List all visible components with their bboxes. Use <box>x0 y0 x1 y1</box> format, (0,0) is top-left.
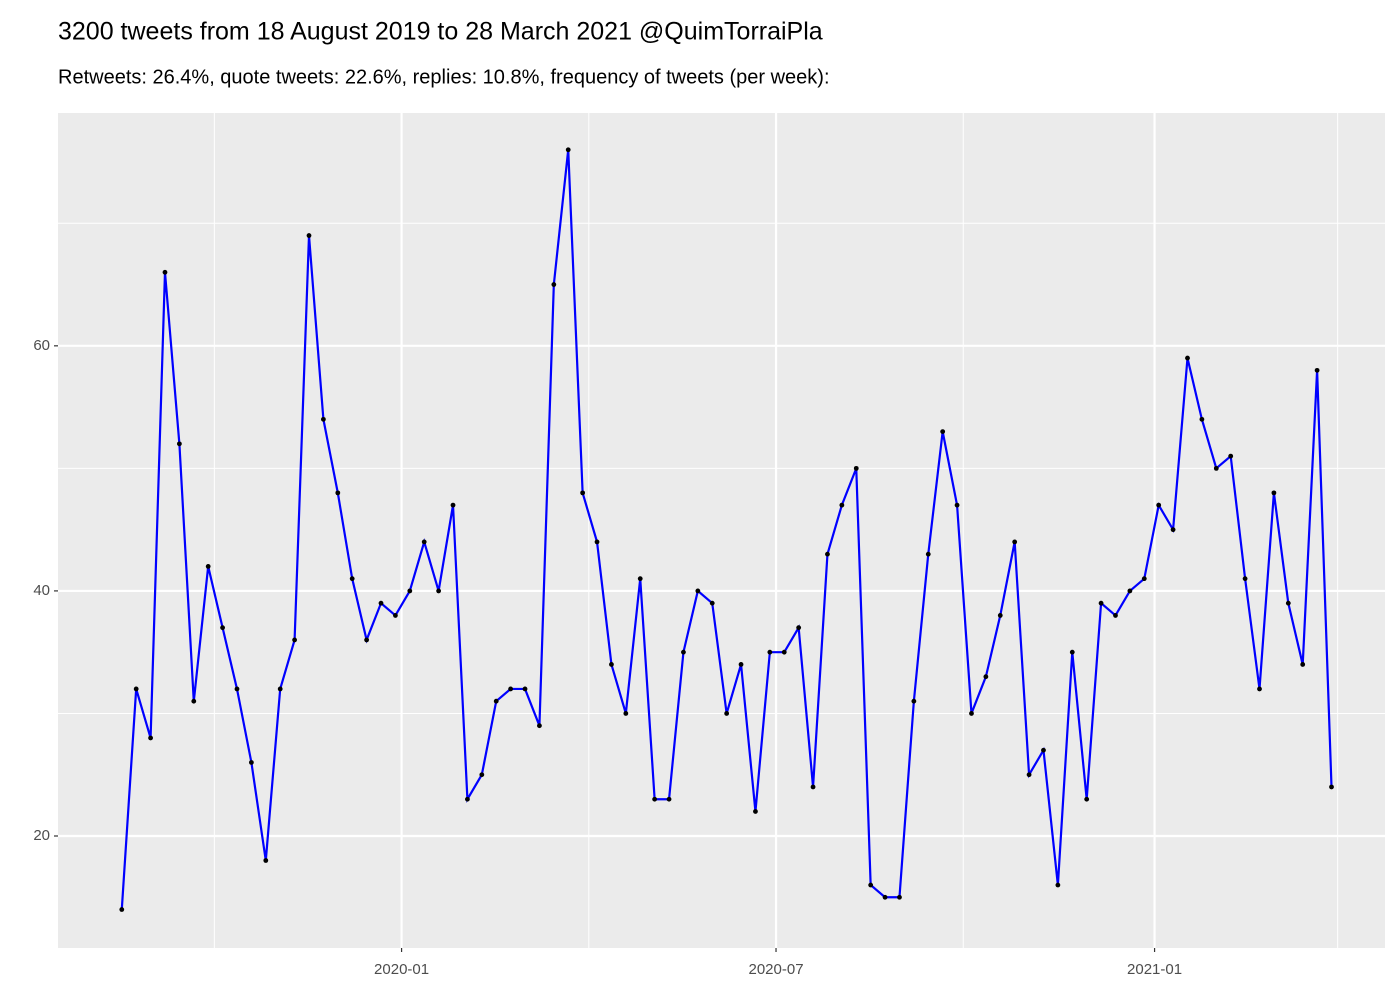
data-point <box>1055 882 1061 888</box>
data-point <box>724 711 730 716</box>
data-point <box>234 686 240 692</box>
data-point <box>882 894 888 900</box>
data-point <box>853 465 859 471</box>
data-point <box>335 490 341 496</box>
data-point <box>537 723 542 729</box>
data-point <box>868 882 874 888</box>
data-point <box>133 686 139 692</box>
data-point <box>148 735 153 741</box>
data-point <box>983 674 989 680</box>
data-point <box>1012 539 1018 545</box>
data-point <box>666 796 672 802</box>
plot-panel <box>58 113 1385 948</box>
data-point <box>220 625 225 631</box>
data-point <box>969 711 974 716</box>
data-point <box>940 429 946 435</box>
data-point <box>652 796 658 802</box>
data-point <box>248 760 254 765</box>
data-point <box>378 600 384 606</box>
data-point <box>1170 527 1176 533</box>
data-point <box>551 282 557 287</box>
data-point <box>1127 588 1133 594</box>
data-point <box>594 539 600 545</box>
data-point <box>306 233 312 238</box>
data-point <box>1069 649 1075 655</box>
x-tick-label: 2020-07 <box>748 961 803 978</box>
data-point <box>1113 613 1118 618</box>
data-point <box>407 588 413 594</box>
data-point <box>479 772 485 778</box>
data-point <box>954 502 960 508</box>
data-point <box>580 490 586 496</box>
data-point <box>1084 796 1090 802</box>
y-tick-label: 60 <box>33 337 50 354</box>
data-point <box>1300 662 1306 667</box>
data-point <box>911 698 917 704</box>
data-point <box>1156 502 1162 508</box>
data-point <box>465 796 470 802</box>
data-point <box>1213 465 1219 471</box>
data-point <box>162 269 168 275</box>
data-point <box>1314 367 1320 373</box>
data-point <box>1041 747 1046 753</box>
data-point <box>205 564 211 569</box>
data-point <box>565 147 571 153</box>
data-point <box>1098 600 1104 606</box>
data-point <box>1185 355 1190 361</box>
data-point <box>450 502 456 508</box>
data-point <box>1141 576 1147 582</box>
data-point <box>349 576 355 582</box>
data-point <box>825 551 830 557</box>
data-point <box>421 539 427 545</box>
data-point <box>191 698 197 704</box>
data-point <box>623 711 629 716</box>
data-point <box>796 625 802 631</box>
data-point <box>493 698 499 704</box>
data-point <box>393 613 398 618</box>
x-tick-label: 2020-01 <box>374 961 429 978</box>
data-point <box>321 416 326 422</box>
data-point <box>695 588 701 594</box>
data-point <box>767 649 773 655</box>
y-tick-label: 20 <box>33 827 50 844</box>
data-point <box>609 662 614 667</box>
data-point <box>263 858 269 863</box>
data-point <box>925 551 931 557</box>
data-point <box>292 637 297 643</box>
data-point <box>1285 600 1291 606</box>
data-point <box>637 576 643 582</box>
data-point <box>810 784 816 790</box>
data-point <box>839 502 845 508</box>
data-point <box>681 649 686 655</box>
chart-title: 3200 tweets from 18 August 2019 to 28 Ma… <box>58 18 823 46</box>
data-point <box>1242 576 1248 582</box>
data-point <box>176 441 182 447</box>
x-tick-label: 2021-01 <box>1127 961 1182 978</box>
data-point <box>1228 453 1234 459</box>
data-point <box>1271 490 1277 496</box>
data-point <box>738 662 744 667</box>
chart-subtitle: Retweets: 26.4%, quote tweets: 22.6%, re… <box>58 66 830 88</box>
y-tick-label: 40 <box>33 582 50 599</box>
data-point <box>1199 416 1205 422</box>
data-point <box>897 894 902 900</box>
data-point <box>522 686 528 692</box>
data-point <box>753 809 758 814</box>
data-point <box>1026 772 1032 778</box>
data-point <box>781 649 787 655</box>
data-point <box>508 686 514 692</box>
data-point <box>119 907 125 912</box>
data-point <box>1329 784 1334 790</box>
data-point <box>277 686 283 692</box>
data-point <box>709 600 715 606</box>
data-point <box>997 613 1003 618</box>
data-point <box>436 588 442 594</box>
data-point <box>1257 686 1262 692</box>
data-point <box>364 637 370 643</box>
